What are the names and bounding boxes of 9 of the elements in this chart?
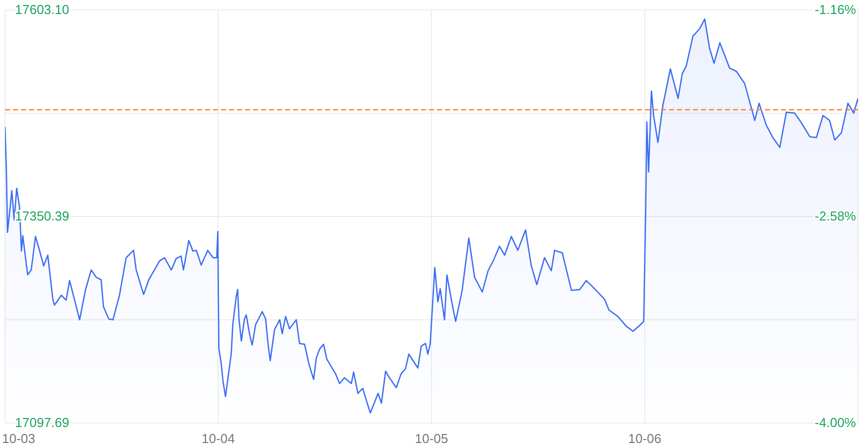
y2-tick-label: -1.16% — [814, 2, 856, 17]
y2-tick-label: -2.58% — [814, 208, 856, 224]
x-tick-label: 10-03 — [2, 431, 36, 446]
x-tick-label: 10-04 — [202, 431, 235, 446]
y-tick-label: 17097.69 — [15, 415, 70, 430]
y2-tick-label: -4.00% — [814, 415, 856, 430]
y-tick-label: 17603.10 — [15, 2, 70, 17]
x-tick-label: 10-06 — [628, 431, 662, 446]
x-tick-label: 10-05 — [414, 431, 448, 446]
